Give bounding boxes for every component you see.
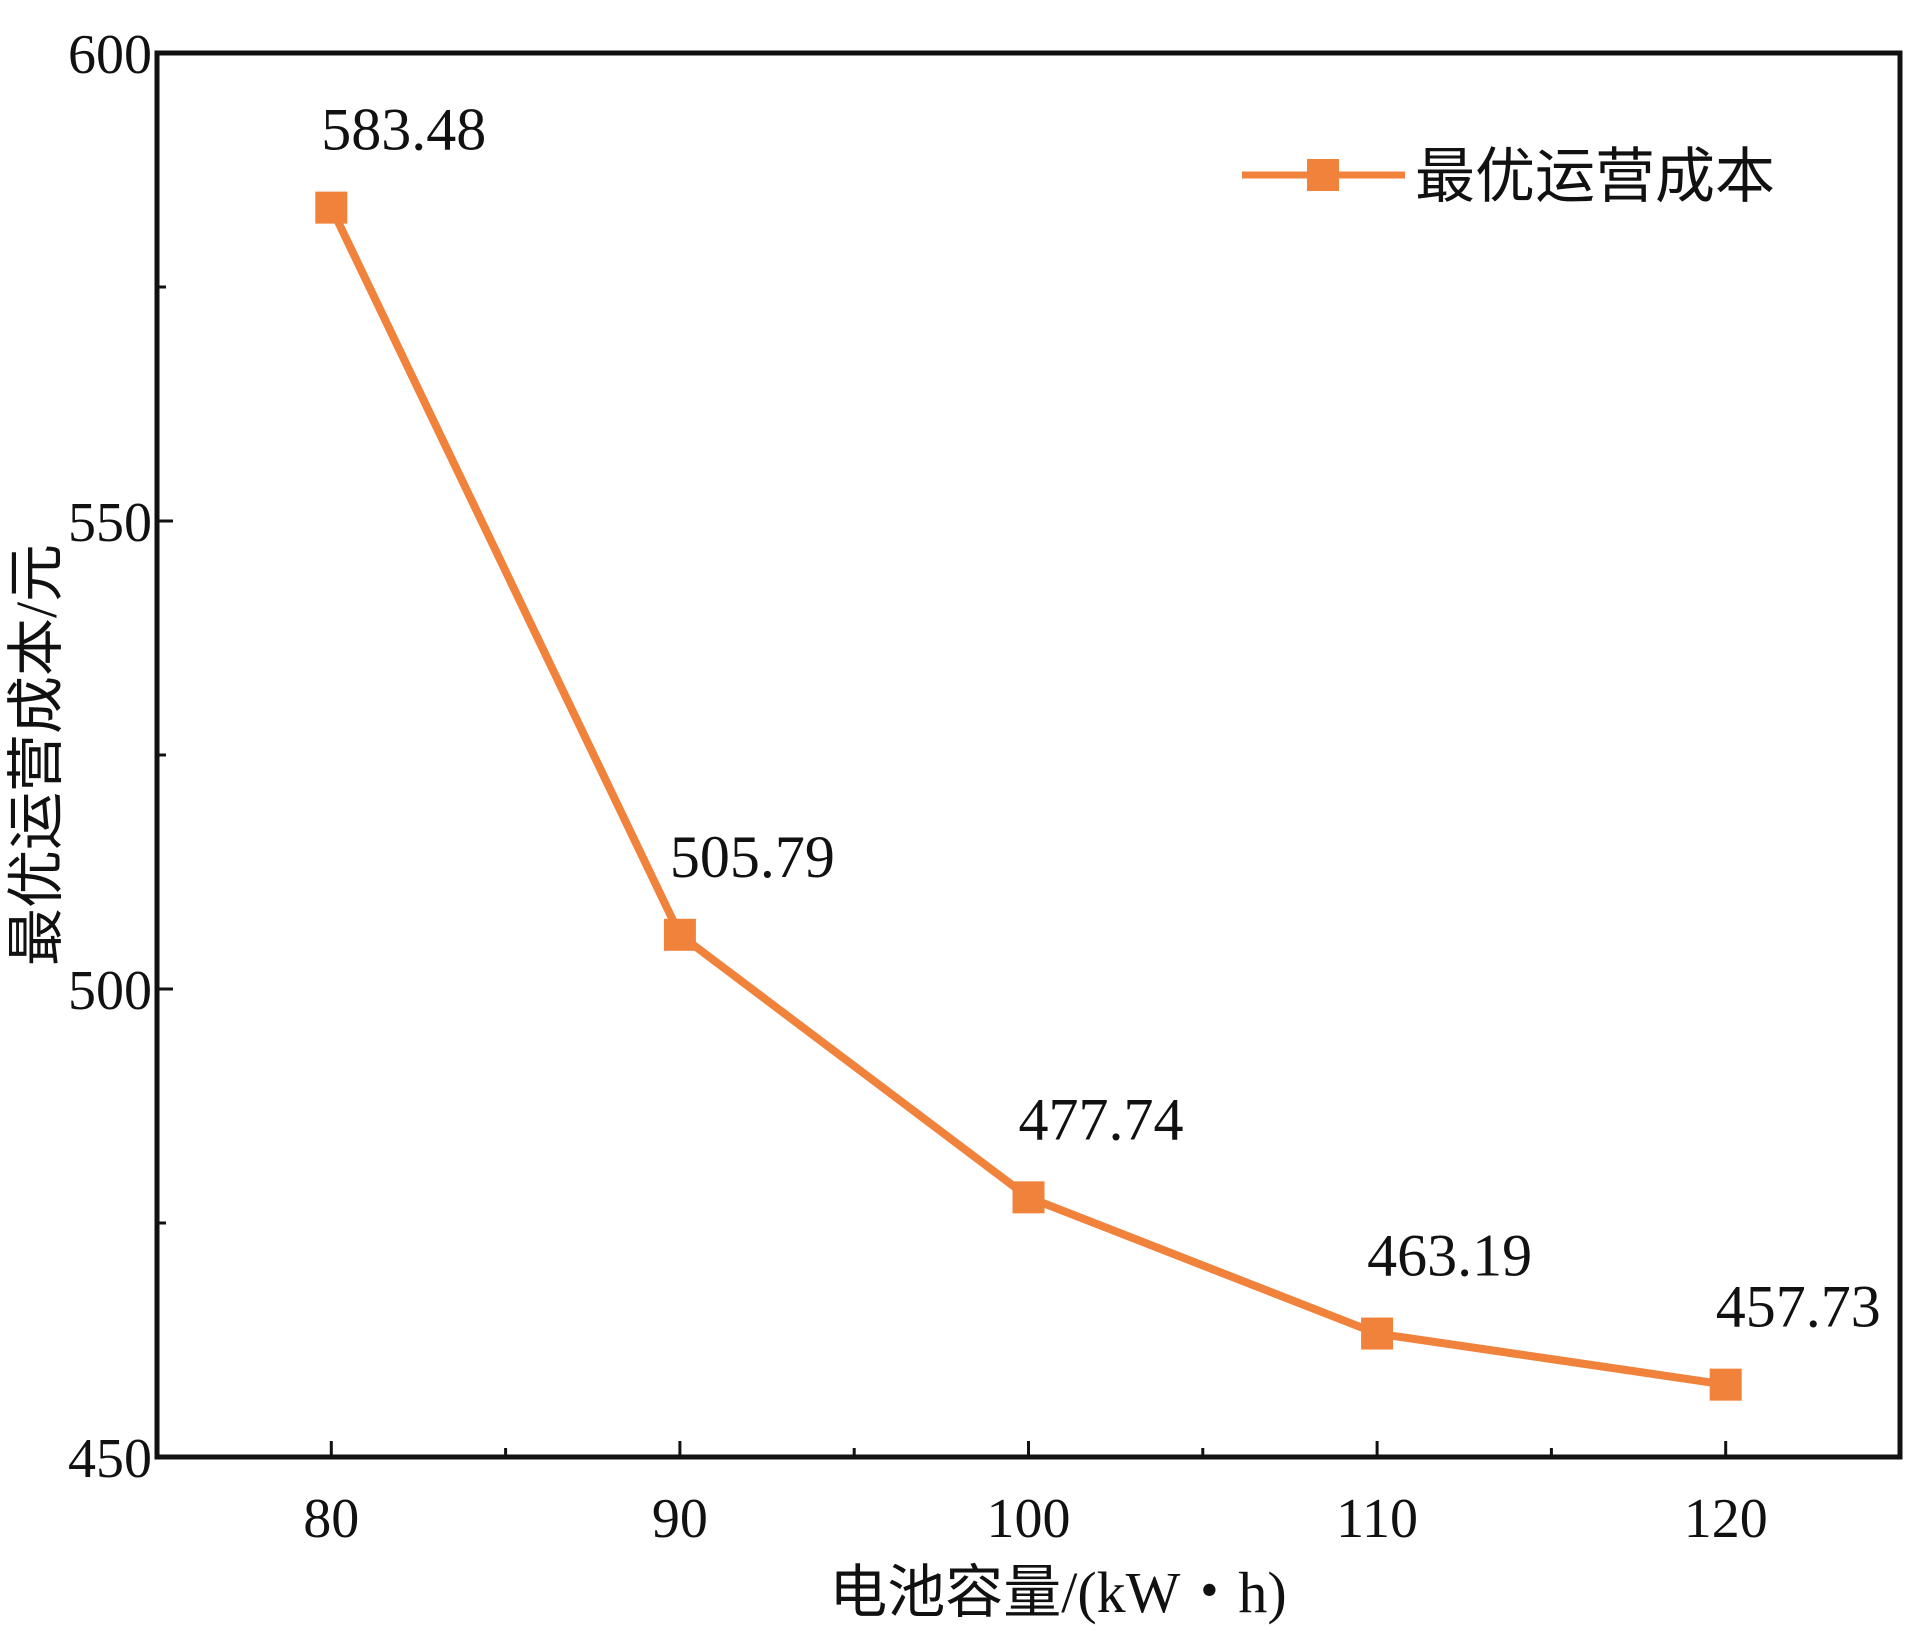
data-point: [1709, 1368, 1742, 1401]
y-axis-title: 最优运营成本/元: [4, 544, 69, 966]
y-tick-label: 600: [68, 24, 152, 86]
axes: [154, 50, 1903, 1460]
data-label: 583.48: [321, 97, 486, 163]
x-tick-label: 120: [1684, 1488, 1768, 1550]
data-point: [1012, 1181, 1045, 1214]
x-tick-label: 110: [1336, 1488, 1418, 1550]
legend-marker: [1307, 159, 1339, 191]
data-point: [1361, 1317, 1394, 1350]
data-point: [315, 191, 348, 224]
data-label: 477.74: [1019, 1086, 1184, 1152]
data-label: 505.79: [670, 824, 835, 890]
legend: 最优运营成本: [1242, 144, 1775, 210]
ticks: 80 90 100 110 120 450 500 550 600: [68, 24, 1768, 1550]
series: 583.48 505.79 477.74 463.19 457.73: [315, 97, 1881, 1401]
x-tick-label: 80: [303, 1488, 359, 1550]
y-tick-label: 450: [68, 1428, 152, 1490]
legend-label: 最优运营成本: [1415, 144, 1775, 210]
x-tick-label: 100: [987, 1488, 1071, 1550]
x-tick-label: 90: [652, 1488, 708, 1550]
data-point: [663, 918, 696, 951]
plot-frame: [154, 50, 1903, 1460]
data-label: 463.19: [1367, 1223, 1532, 1289]
x-axis-title: 电池容量/(kW・h): [829, 1560, 1287, 1625]
y-tick-label: 500: [68, 960, 152, 1022]
y-tick-label: 550: [68, 492, 152, 554]
data-label: 457.73: [1716, 1274, 1881, 1340]
